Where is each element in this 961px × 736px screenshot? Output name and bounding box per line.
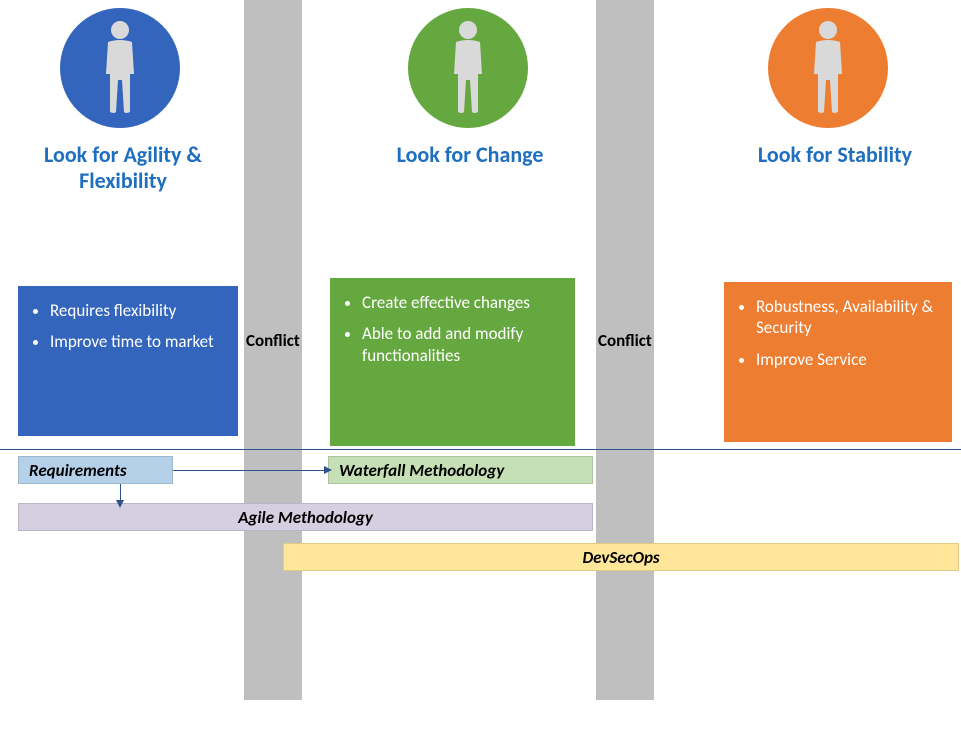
bullet-item: Create effective changes (362, 292, 561, 313)
persona-stability-box: Robustness, Availability & Security Impro… (724, 282, 952, 442)
bullet-item: Improve time to market (50, 331, 224, 352)
persona-stability-heading: Look for Stability (730, 142, 940, 168)
waterfall-label: Waterfall Methodology (339, 460, 504, 481)
requirements-label: Requirements (29, 460, 127, 481)
arrow-head-right-icon (324, 466, 332, 474)
requirements-bar: Requirements (18, 456, 173, 484)
person-icon (438, 18, 498, 118)
conflict-label-1: Conflict (246, 330, 300, 351)
bullet-item: Requires flexibility (50, 300, 224, 321)
persona-stability-circle (768, 8, 888, 128)
horizontal-rule (0, 449, 961, 450)
devsecops-label: DevSecOps (582, 547, 659, 568)
person-icon (798, 18, 858, 118)
bullet-item: Able to add and modify functionalities (362, 323, 561, 366)
persona-change-box: Create effective changes Able to add and … (330, 278, 575, 446)
arrow-req-to-agile (120, 484, 121, 500)
methodology-conflict-diagram: Look for Agility & Flexibility Requires f… (0, 0, 961, 736)
arrow-head-down-icon (116, 500, 124, 508)
arrow-req-to-waterfall (173, 470, 324, 471)
conflict-label-2: Conflict (598, 330, 652, 351)
persona-change-circle (408, 8, 528, 128)
persona-change-heading: Look for Change (370, 142, 570, 168)
person-icon (90, 18, 150, 118)
agile-label: Agile Methodology (238, 507, 373, 528)
bullet-item: Robustness, Availability & Security (756, 296, 938, 339)
persona-agility-circle (60, 8, 180, 128)
waterfall-bar: Waterfall Methodology (328, 456, 593, 484)
persona-agility-box: Requires flexibility Improve time to mark… (18, 286, 238, 436)
persona-agility-heading: Look for Agility & Flexibility (18, 142, 228, 195)
bullet-item: Improve Service (756, 349, 938, 370)
agile-bar: Agile Methodology (18, 503, 593, 531)
devsecops-bar: DevSecOps (283, 543, 959, 571)
